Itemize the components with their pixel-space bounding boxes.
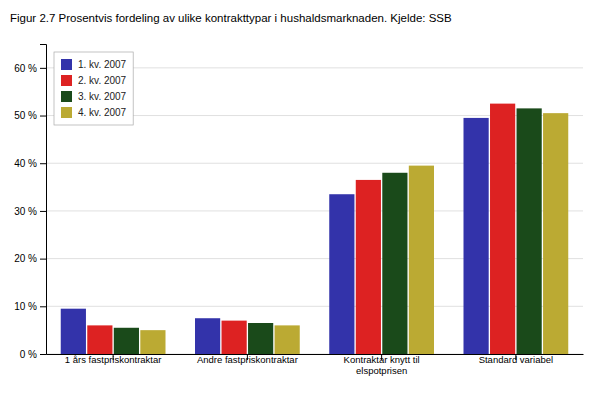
x-tick-label-line: Andre fastpriskontraktar <box>197 354 298 365</box>
bar <box>248 323 273 354</box>
legend-swatch <box>61 59 72 70</box>
bar-series <box>87 104 515 354</box>
title: Figur 2.7 Prosentvis fordeling av ulike … <box>10 12 452 24</box>
y-tick-label: 50 % <box>14 110 37 121</box>
y-tick: 50 % <box>14 110 46 121</box>
plot: 0 % 10 % 20 % 30 % 40 % 50 % 60 % 1 års fastpri… <box>14 45 583 376</box>
bar <box>517 108 542 354</box>
legend-item: 3. kv. 2007 <box>61 91 127 102</box>
bar-series <box>61 118 489 354</box>
y-tick-label: 20 % <box>14 253 37 264</box>
bar <box>275 325 300 354</box>
bar <box>382 173 407 354</box>
y-tick-label: 30 % <box>14 206 37 217</box>
bar <box>61 309 86 354</box>
y-axis-line <box>40 45 47 355</box>
y-tick-mark <box>40 211 46 212</box>
legend-label: 3. kv. 2007 <box>78 91 127 102</box>
y-axis: 0 % 10 % 20 % 30 % 40 % 50 % 60 % <box>14 45 46 360</box>
legend-swatch <box>61 91 72 102</box>
bar <box>140 330 165 354</box>
y-tick-label: 60 % <box>14 63 37 74</box>
bar <box>329 194 354 354</box>
y-tick: 10 % <box>14 301 46 312</box>
legend-swatch <box>61 75 72 86</box>
x-tick: Kontraktar knytt tilelspotprisen <box>344 354 420 376</box>
y-tick-mark <box>40 306 46 307</box>
y-tick-label: 0 % <box>20 349 37 360</box>
x-axis: 1 års fastpriskontraktar Andre fastprisko… <box>47 354 584 376</box>
x-tick: Standard variabel <box>479 354 553 365</box>
y-tick-mark <box>40 354 46 355</box>
x-tick: 1 års fastpriskontraktar <box>65 354 162 365</box>
legend-item: 2. kv. 2007 <box>61 75 127 86</box>
x-tick-label-line: elspotprisen <box>356 365 407 376</box>
y-tick-mark <box>40 116 46 117</box>
chart: Figur 2.7 Prosentvis fordeling av ulike … <box>0 0 597 400</box>
y-tick-mark <box>40 68 46 69</box>
legend-item: 4. kv. 2007 <box>61 107 127 118</box>
legend-label: 2. kv. 2007 <box>78 75 127 86</box>
y-tick-label: 10 % <box>14 301 37 312</box>
x-tick-label-line: 1 års fastpriskontraktar <box>65 354 162 365</box>
legend-item: 1. kv. 2007 <box>61 59 127 70</box>
bar <box>490 104 515 354</box>
y-tick: 0 % <box>20 349 46 360</box>
bar <box>222 321 247 354</box>
bar <box>356 180 381 354</box>
bar-series <box>114 108 542 354</box>
bars <box>61 104 568 354</box>
legend-swatch <box>61 107 72 118</box>
bar <box>543 113 568 354</box>
bar <box>464 118 489 354</box>
x-tick: Andre fastpriskontraktar <box>197 354 298 365</box>
bar <box>409 166 434 354</box>
bar <box>195 318 220 354</box>
bar <box>87 325 112 354</box>
legend: 1. kv. 2007 2. kv. 2007 3. kv. 2007 4. kv. … <box>54 52 133 125</box>
bar-series <box>140 113 568 354</box>
y-tick-mark <box>40 259 46 260</box>
bar <box>114 328 139 354</box>
x-tick-label: 1 års fastpriskontraktar <box>65 354 162 365</box>
y-tick: 40 % <box>14 158 46 169</box>
legend-label: 1. kv. 2007 <box>78 59 127 70</box>
y-tick: 60 % <box>14 63 46 74</box>
y-tick: 30 % <box>14 206 46 217</box>
legend-label: 4. kv. 2007 <box>78 107 127 118</box>
x-tick-label-line: Standard variabel <box>479 354 553 365</box>
x-tick-label: Kontraktar knytt tilelspotprisen <box>344 354 420 376</box>
legend-frame <box>54 52 133 125</box>
x-tick-label-line: Kontraktar knytt til <box>344 354 420 365</box>
x-tick-label: Standard variabel <box>479 354 553 365</box>
x-tick-label: Andre fastpriskontraktar <box>197 354 298 365</box>
y-tick-label: 40 % <box>14 158 37 169</box>
y-tick: 20 % <box>14 253 46 264</box>
y-tick-mark <box>40 163 46 164</box>
